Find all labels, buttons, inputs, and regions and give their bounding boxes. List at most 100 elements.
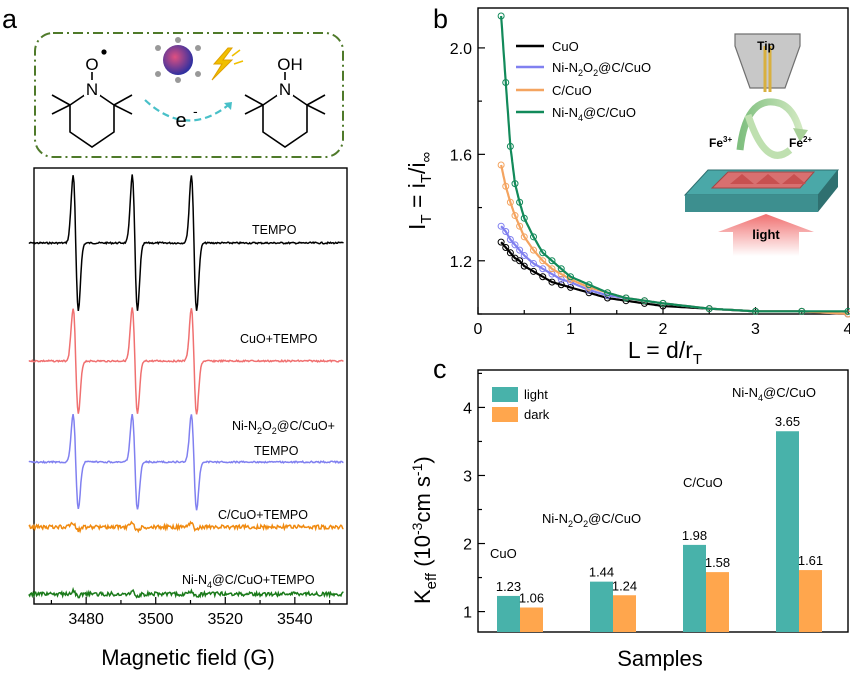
scecm-point bbox=[539, 249, 547, 257]
scecm-point bbox=[557, 275, 565, 283]
scecm-point bbox=[752, 307, 759, 315]
rate-y-tick-label: 1 bbox=[463, 605, 472, 622]
group-label-ni-n4: Ni-N4@C/CuO bbox=[732, 385, 816, 403]
scecm-point bbox=[798, 307, 806, 315]
scecm-inset-illustration: Tip Fe3+ Fe2+ light bbox=[683, 33, 840, 256]
scecm-series bbox=[497, 12, 850, 318]
lightning-icon bbox=[211, 47, 234, 81]
trace-label-tempo: TEMPO bbox=[252, 223, 297, 237]
rate-bar-value-label: 1.23 bbox=[496, 579, 521, 594]
rate-bar-value-label: 1.44 bbox=[589, 565, 614, 580]
scecm-point bbox=[511, 180, 519, 188]
rate-y-axis-title: Keff (10-3cm s-1) bbox=[409, 456, 440, 604]
scecm-point bbox=[497, 222, 505, 230]
group-label-ni-n2o2: Ni-N2O2@C/CuO bbox=[542, 511, 641, 529]
rate-ticks: 1 2 3 4 bbox=[463, 372, 485, 622]
scecm-x-tick-label: 4 bbox=[844, 321, 850, 338]
scecm-point bbox=[506, 198, 514, 206]
tempoh-n-atom: N bbox=[279, 80, 291, 99]
scecm-point bbox=[516, 198, 524, 206]
tempo-n-atom: N bbox=[86, 80, 98, 99]
rate-bar-value-label: 1.98 bbox=[682, 528, 707, 543]
scecm-y-tick-label: 2.0 bbox=[450, 41, 472, 58]
epr-x-ticks: 3480 3500 3520 3540 bbox=[50, 597, 331, 628]
fe2-label: Fe2+ bbox=[789, 135, 812, 150]
panel-b-label: b bbox=[433, 4, 448, 34]
epr-trace-3 bbox=[28, 520, 344, 534]
rate-bar-dark bbox=[706, 572, 729, 632]
scecm-point bbox=[511, 212, 519, 220]
scecm-point bbox=[520, 214, 528, 222]
epr-x-tick-label: 3520 bbox=[207, 611, 243, 628]
scecm-legend: CuO Ni-N2O2@C/CuO C/CuO Ni-N4@C/CuO bbox=[516, 39, 651, 123]
rate-bar-light bbox=[683, 544, 706, 632]
tempoh-oh-group: OH bbox=[277, 55, 303, 74]
epr-traces bbox=[28, 174, 344, 599]
scecm-point bbox=[539, 257, 547, 265]
trace-label-ni-n2o2-tempo-line2: TEMPO bbox=[254, 444, 299, 458]
epr-x-axis-title: Magnetic field (G) bbox=[101, 645, 275, 670]
tempo-molecule bbox=[51, 72, 133, 148]
scecm-point bbox=[516, 257, 524, 265]
electron-label: e bbox=[175, 110, 186, 132]
scecm-point bbox=[539, 273, 547, 281]
scecm-point bbox=[530, 246, 537, 254]
epr-trace-2 bbox=[28, 413, 344, 511]
scecm-point bbox=[502, 79, 510, 87]
legend-ni-n4: Ni-N4@C/CuO bbox=[552, 105, 636, 123]
rate-bar-light bbox=[776, 431, 799, 632]
scecm-point bbox=[516, 246, 524, 254]
scecm-point bbox=[539, 265, 547, 273]
trace-label-ni-n4-tempo: Ni-N4@C/CuO+TEMPO bbox=[182, 573, 315, 590]
scecm-point bbox=[497, 12, 505, 20]
scecm-point bbox=[548, 257, 556, 265]
panel-a-label: a bbox=[2, 4, 18, 34]
rate-bar-value-label: 1.61 bbox=[798, 553, 823, 568]
epr-x-tick-label: 3480 bbox=[68, 611, 104, 628]
legend-c-cuo: C/CuO bbox=[552, 83, 592, 98]
rate-x-axis-title: Samples bbox=[617, 646, 703, 671]
light-label: light bbox=[752, 227, 780, 242]
scecm-point bbox=[502, 182, 510, 190]
epr-x-tick-label: 3500 bbox=[138, 611, 174, 628]
scecm-point bbox=[530, 259, 537, 267]
scecm-point bbox=[557, 270, 565, 278]
scecm-x-tick-label: 1 bbox=[566, 321, 575, 338]
rate-y-tick-label: 3 bbox=[463, 468, 472, 485]
scecm-point bbox=[641, 297, 648, 305]
scecm-point bbox=[844, 307, 850, 315]
scecm-point bbox=[506, 249, 514, 257]
scecm-point bbox=[520, 251, 528, 259]
scecm-y-axis-title: IT = iT/i∞ bbox=[404, 151, 435, 230]
rate-plot-frame bbox=[477, 369, 849, 633]
rate-bar-value-label: 3.65 bbox=[775, 414, 800, 429]
group-label-cuo: CuO bbox=[490, 546, 517, 561]
tempo-o-atom: O bbox=[85, 55, 98, 74]
epr-trace-0 bbox=[28, 174, 344, 312]
scecm-point bbox=[502, 228, 510, 236]
rate-legend: light dark bbox=[492, 387, 550, 422]
scecm-x-tick-label: 0 bbox=[474, 321, 483, 338]
legend-cuo: CuO bbox=[552, 39, 579, 54]
scecm-x-tick-label: 3 bbox=[751, 321, 760, 338]
rate-bar-dark bbox=[520, 607, 543, 632]
scecm-point bbox=[516, 222, 524, 230]
scecm-point bbox=[502, 243, 510, 251]
scecm-point bbox=[497, 161, 505, 169]
scecm-point bbox=[659, 299, 667, 307]
electron-transfer-arrow bbox=[144, 99, 233, 122]
rate-bars: 1.23 1.44 1.98 3.65 1.06 1.24 1.58 1.61 bbox=[496, 414, 823, 632]
rate-bar-light bbox=[590, 581, 613, 632]
tip-label: Tip bbox=[757, 39, 775, 53]
scecm-point bbox=[567, 283, 574, 291]
scecm-y-tick-label: 1.6 bbox=[450, 147, 472, 164]
legend-dark: dark bbox=[524, 407, 550, 422]
light-arrow-icon bbox=[718, 214, 814, 256]
scecm-point bbox=[506, 142, 514, 150]
scheme-frame bbox=[34, 32, 344, 158]
redox-cycle-arrow bbox=[736, 98, 804, 151]
catalyst-particle-icon bbox=[155, 37, 201, 83]
scecm-point bbox=[520, 262, 528, 270]
reaction-scheme: N O e - N OH bbox=[34, 32, 344, 158]
